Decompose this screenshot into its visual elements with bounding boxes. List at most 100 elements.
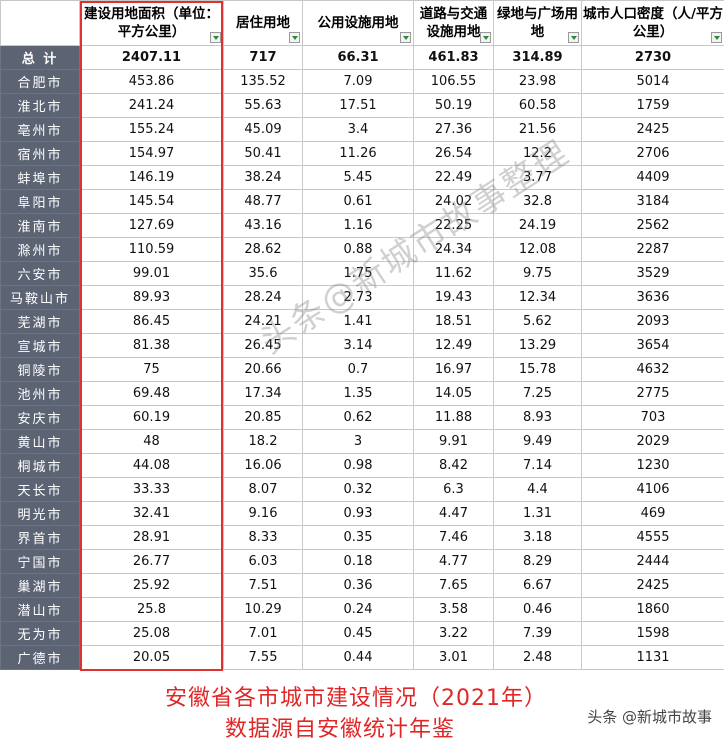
table-cell[interactable]: 9.75 (493, 261, 582, 286)
table-cell[interactable]: 3.01 (413, 645, 494, 670)
table-cell[interactable]: 0.18 (302, 549, 414, 574)
table-cell[interactable]: 12.08 (493, 237, 582, 262)
table-cell[interactable]: 3.18 (493, 525, 582, 550)
table-cell[interactable]: 7.65 (413, 573, 494, 598)
table-cell[interactable]: 2407.11 (79, 45, 224, 70)
table-cell[interactable]: 7.55 (223, 645, 303, 670)
filter-dropdown-icon[interactable] (210, 32, 221, 43)
table-cell[interactable]: 2425 (581, 573, 724, 598)
table-cell[interactable]: 9.49 (493, 429, 582, 454)
table-cell[interactable]: 48 (79, 429, 224, 454)
filter-dropdown-icon[interactable] (400, 32, 411, 43)
table-cell[interactable]: 4.77 (413, 549, 494, 574)
table-cell[interactable]: 10.29 (223, 597, 303, 622)
table-cell[interactable]: 23.98 (493, 69, 582, 94)
table-cell[interactable]: 1759 (581, 93, 724, 118)
table-cell[interactable]: 8.93 (493, 405, 582, 430)
table-cell[interactable]: 5.62 (493, 309, 582, 334)
table-cell[interactable]: 3.14 (302, 333, 414, 358)
table-cell[interactable]: 16.06 (223, 453, 303, 478)
table-cell[interactable]: 0.62 (302, 405, 414, 430)
table-cell[interactable]: 24.34 (413, 237, 494, 262)
table-cell[interactable]: 3529 (581, 261, 724, 286)
table-cell[interactable]: 7.25 (493, 381, 582, 406)
table-cell[interactable]: 12.49 (413, 333, 494, 358)
table-cell[interactable]: 6.3 (413, 477, 494, 502)
table-cell[interactable]: 24.02 (413, 189, 494, 214)
table-cell[interactable]: 4409 (581, 165, 724, 190)
table-cell[interactable]: 11.62 (413, 261, 494, 286)
table-cell[interactable]: 1.31 (493, 501, 582, 526)
table-cell[interactable]: 26.45 (223, 333, 303, 358)
table-cell[interactable]: 1.35 (302, 381, 414, 406)
table-cell[interactable]: 7.46 (413, 525, 494, 550)
table-cell[interactable]: 69.48 (79, 381, 224, 406)
table-cell[interactable]: 11.88 (413, 405, 494, 430)
table-cell[interactable]: 60.19 (79, 405, 224, 430)
table-cell[interactable]: 20.05 (79, 645, 224, 670)
table-cell[interactable]: 0.98 (302, 453, 414, 478)
table-cell[interactable]: 2029 (581, 429, 724, 454)
table-cell[interactable]: 24.19 (493, 213, 582, 238)
table-cell[interactable]: 0.35 (302, 525, 414, 550)
table-cell[interactable]: 1860 (581, 597, 724, 622)
filter-dropdown-icon[interactable] (568, 32, 579, 43)
table-cell[interactable]: 0.36 (302, 573, 414, 598)
table-cell[interactable]: 7.14 (493, 453, 582, 478)
table-cell[interactable]: 50.19 (413, 93, 494, 118)
table-cell[interactable]: 1.41 (302, 309, 414, 334)
table-cell[interactable]: 25.08 (79, 621, 224, 646)
table-cell[interactable]: 717 (223, 45, 303, 70)
table-cell[interactable]: 2730 (581, 45, 724, 70)
table-cell[interactable]: 3.58 (413, 597, 494, 622)
table-cell[interactable]: 106.55 (413, 69, 494, 94)
table-cell[interactable]: 13.29 (493, 333, 582, 358)
table-cell[interactable]: 17.51 (302, 93, 414, 118)
header-residential[interactable]: 居住用地 (223, 0, 303, 46)
table-cell[interactable]: 18.2 (223, 429, 303, 454)
table-cell[interactable]: 8.07 (223, 477, 303, 502)
table-cell[interactable]: 6.03 (223, 549, 303, 574)
table-cell[interactable]: 4632 (581, 357, 724, 382)
table-cell[interactable]: 5.45 (302, 165, 414, 190)
header-population-density[interactable]: 城市人口密度（人/平方公里） (581, 0, 724, 46)
table-cell[interactable]: 2287 (581, 237, 724, 262)
table-cell[interactable]: 0.61 (302, 189, 414, 214)
table-cell[interactable]: 28.62 (223, 237, 303, 262)
table-cell[interactable]: 0.88 (302, 237, 414, 262)
table-cell[interactable]: 8.29 (493, 549, 582, 574)
table-cell[interactable]: 9.91 (413, 429, 494, 454)
table-cell[interactable]: 1598 (581, 621, 724, 646)
header-green-plaza[interactable]: 绿地与广场用地 (493, 0, 582, 46)
table-cell[interactable]: 0.7 (302, 357, 414, 382)
table-cell[interactable]: 38.24 (223, 165, 303, 190)
table-cell[interactable]: 22.49 (413, 165, 494, 190)
table-cell[interactable]: 12.34 (493, 285, 582, 310)
table-cell[interactable]: 26.77 (79, 549, 224, 574)
table-cell[interactable]: 27.36 (413, 117, 494, 142)
table-cell[interactable]: 4.47 (413, 501, 494, 526)
table-cell[interactable]: 314.89 (493, 45, 582, 70)
table-cell[interactable]: 43.16 (223, 213, 303, 238)
table-cell[interactable]: 60.58 (493, 93, 582, 118)
table-cell[interactable]: 3 (302, 429, 414, 454)
filter-dropdown-icon[interactable] (289, 32, 300, 43)
header-roads-transport[interactable]: 道路与交通设施用地 (413, 0, 494, 46)
table-cell[interactable]: 1.75 (302, 261, 414, 286)
table-cell[interactable]: 1.16 (302, 213, 414, 238)
table-cell[interactable]: 86.45 (79, 309, 224, 334)
table-cell[interactable]: 0.93 (302, 501, 414, 526)
table-cell[interactable]: 81.38 (79, 333, 224, 358)
table-cell[interactable]: 146.19 (79, 165, 224, 190)
table-cell[interactable]: 35.6 (223, 261, 303, 286)
table-cell[interactable]: 28.91 (79, 525, 224, 550)
table-cell[interactable]: 7.39 (493, 621, 582, 646)
table-cell[interactable]: 50.41 (223, 141, 303, 166)
filter-dropdown-icon[interactable] (480, 32, 491, 43)
table-cell[interactable]: 4106 (581, 477, 724, 502)
table-cell[interactable]: 15.78 (493, 357, 582, 382)
table-cell[interactable]: 20.85 (223, 405, 303, 430)
table-cell[interactable]: 2562 (581, 213, 724, 238)
table-cell[interactable]: 18.51 (413, 309, 494, 334)
table-cell[interactable]: 7.09 (302, 69, 414, 94)
